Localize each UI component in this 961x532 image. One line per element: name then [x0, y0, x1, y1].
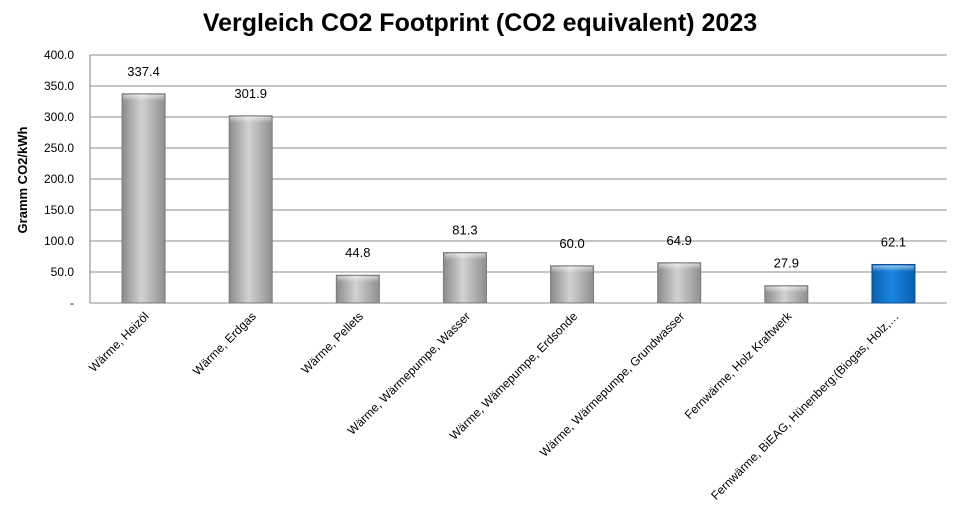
- data-label: 44.8: [345, 245, 370, 260]
- bar-highlight-cap: [551, 266, 593, 273]
- y-tick-label: 150.0: [44, 203, 74, 217]
- bar-highlight-cap: [658, 263, 700, 270]
- data-label: 81.3: [452, 223, 477, 238]
- data-label: 62.1: [881, 234, 906, 249]
- bar: [442, 252, 487, 304]
- bar-highlight-cap: [872, 265, 914, 272]
- category-label: Wärme, Pellets: [299, 309, 366, 376]
- bar-highlight-cap: [230, 116, 272, 123]
- data-label: 337.4: [127, 64, 160, 79]
- category-label: Wärme, Wärmepumpe, Wasser: [345, 309, 473, 437]
- bar-highlight-cap: [444, 253, 486, 260]
- category-label: Fernwärme, BiEAG, Hünenberg:(Biogas, Hol…: [708, 309, 901, 502]
- chart-title: Vergleich CO2 Footprint (CO2 equivalent)…: [203, 9, 757, 37]
- y-tick-label: 100.0: [44, 234, 74, 248]
- y-axis-label: Gramm CO2/kWh: [15, 126, 30, 233]
- gridlines: [89, 54, 947, 304]
- bar: [228, 115, 273, 304]
- bars: [121, 93, 916, 304]
- y-tick-label: 300.0: [44, 110, 74, 124]
- data-label: 301.9: [234, 86, 267, 101]
- y-tick-label: 50.0: [51, 265, 75, 279]
- bar-highlight-cap: [765, 286, 807, 293]
- category-label: Wärme, Heizöl: [86, 309, 152, 375]
- data-label: 27.9: [774, 256, 799, 271]
- y-tick-label: 350.0: [44, 79, 74, 93]
- category-label: Wärme, Erdgas: [190, 309, 259, 378]
- category-labels: Wärme, Heizöl Wärme, Erdgas Wärme, Pellets…: [86, 309, 901, 503]
- y-axis-ticks: - 50.0 100.0 150.0 200.0 250.0 300.0 350.0 400.0: [44, 48, 74, 310]
- data-label: 60.0: [559, 236, 584, 251]
- data-label: 64.9: [667, 233, 692, 248]
- y-tick-label: 400.0: [44, 48, 74, 62]
- y-tick-label: 250.0: [44, 141, 74, 155]
- y-tick-label: 200.0: [44, 172, 74, 186]
- data-labels: 337.4 301.9 44.8 81.3 60.0 64.9 27.9 62.1: [127, 64, 906, 271]
- y-tick-label: -: [70, 296, 74, 310]
- bar-highlight-cap: [337, 276, 379, 283]
- bar: [121, 93, 166, 304]
- category-label: Wärme, Wämepumpe, Erdsonde: [447, 309, 581, 443]
- bar-highlight-cap: [123, 94, 165, 101]
- category-label: Fernwärme, Holz Kraftwerk: [682, 309, 795, 422]
